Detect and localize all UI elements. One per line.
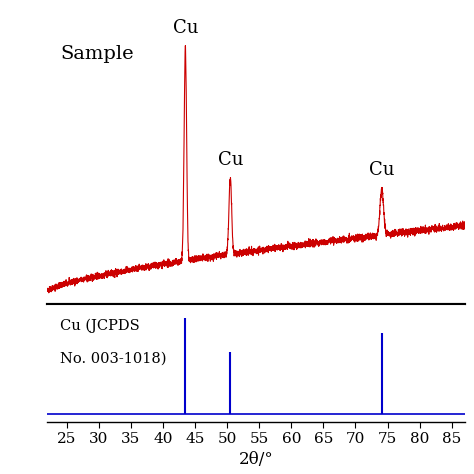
X-axis label: 2θ/°: 2θ/° bbox=[238, 451, 273, 468]
Text: Sample: Sample bbox=[60, 45, 134, 63]
Text: Cu: Cu bbox=[173, 19, 198, 37]
Text: Cu: Cu bbox=[218, 151, 243, 169]
Text: Cu: Cu bbox=[369, 161, 394, 179]
Text: No. 003-1018): No. 003-1018) bbox=[60, 351, 166, 365]
Text: Cu (JCPDS: Cu (JCPDS bbox=[60, 318, 140, 333]
